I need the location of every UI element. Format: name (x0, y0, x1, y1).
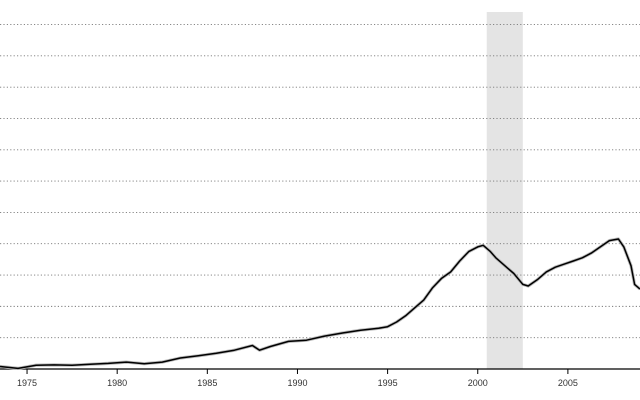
shaded-regions (486, 12, 523, 369)
x-tick-label-2005: 2005 (558, 378, 578, 388)
shaded-region-0 (486, 12, 523, 369)
x-tick-label-1995: 1995 (378, 378, 398, 388)
series-halo-0 (0, 237, 640, 370)
x-tick-label-1990: 1990 (287, 378, 307, 388)
x-tick-label-1985: 1985 (197, 378, 217, 388)
series-line-0 (0, 238, 640, 370)
x-tick-label-1980: 1980 (107, 378, 127, 388)
x-axis: 1975 1980 1985 1990 1995 2000 2005 (0, 368, 640, 388)
x-tick-label-2000: 2000 (468, 378, 488, 388)
series-lines (0, 237, 640, 370)
gridlines (0, 24, 640, 339)
x-tick-label-1975: 1975 (17, 378, 37, 388)
